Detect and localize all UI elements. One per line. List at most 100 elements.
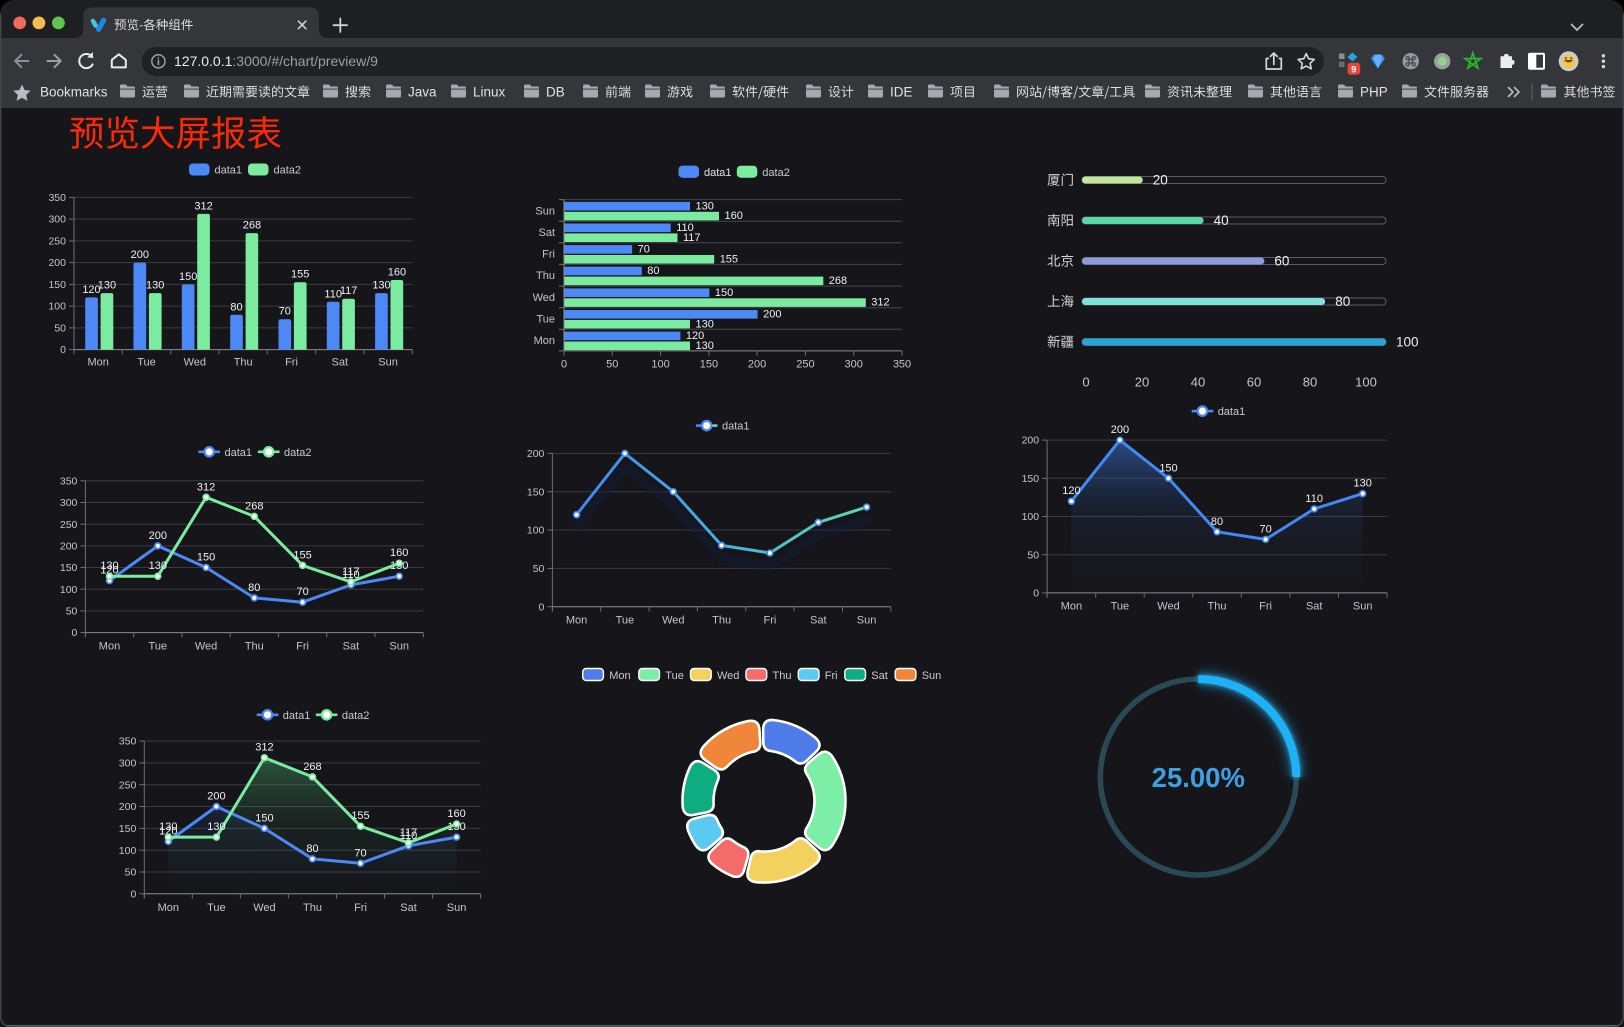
svg-text:350: 350 — [48, 192, 66, 204]
svg-text:150: 150 — [60, 562, 78, 574]
svg-text:Fri: Fri — [285, 357, 298, 369]
svg-text:70: 70 — [296, 586, 308, 598]
svg-text:155: 155 — [720, 253, 738, 265]
svg-text:350: 350 — [119, 736, 137, 748]
svg-text:Thu: Thu — [303, 902, 322, 914]
svg-text:50: 50 — [533, 563, 545, 575]
svg-text:Wed: Wed — [717, 670, 739, 682]
svg-text:9: 9 — [1351, 64, 1356, 75]
svg-text:Mon: Mon — [99, 641, 120, 653]
svg-text:200: 200 — [149, 530, 167, 542]
svg-text:Bookmarks: Bookmarks — [40, 85, 108, 100]
svg-text:130: 130 — [696, 318, 714, 330]
svg-text:60: 60 — [1274, 254, 1289, 269]
svg-text:Java: Java — [408, 85, 437, 100]
svg-text:120: 120 — [686, 330, 704, 342]
svg-text:200: 200 — [527, 448, 545, 460]
svg-text:130: 130 — [159, 821, 177, 833]
svg-text:0: 0 — [1033, 588, 1039, 600]
svg-text:100: 100 — [48, 301, 66, 313]
svg-text:data2: data2 — [342, 710, 370, 722]
svg-text:268: 268 — [245, 500, 263, 512]
svg-text:117: 117 — [342, 566, 360, 578]
svg-text:Tue: Tue — [207, 902, 226, 914]
svg-text:200: 200 — [763, 308, 781, 320]
svg-text:Mon: Mon — [158, 902, 179, 914]
svg-text:40: 40 — [1191, 374, 1205, 389]
svg-text:Wed: Wed — [253, 902, 275, 914]
svg-text:155: 155 — [291, 269, 309, 281]
svg-text:40: 40 — [1214, 213, 1229, 228]
svg-text:268: 268 — [303, 761, 321, 773]
svg-text:150: 150 — [715, 287, 733, 299]
svg-text:200: 200 — [119, 801, 137, 813]
svg-text:50: 50 — [54, 323, 66, 335]
svg-text:data1: data1 — [1218, 406, 1246, 418]
svg-text:300: 300 — [60, 497, 78, 509]
svg-text:200: 200 — [1022, 435, 1040, 447]
svg-text:150: 150 — [119, 823, 137, 835]
svg-text:150: 150 — [527, 486, 545, 498]
svg-text:Fri: Fri — [354, 902, 367, 914]
svg-text:155: 155 — [351, 810, 369, 822]
svg-text:Tue: Tue — [536, 314, 555, 326]
svg-text:Sat: Sat — [810, 615, 827, 627]
svg-text:150: 150 — [255, 812, 273, 824]
svg-text:150: 150 — [197, 552, 215, 564]
svg-text:110: 110 — [342, 569, 360, 581]
svg-text:117: 117 — [400, 827, 418, 839]
svg-text:Fri: Fri — [1259, 600, 1272, 612]
svg-text:Tue: Tue — [137, 357, 156, 369]
svg-text:300: 300 — [48, 214, 66, 226]
svg-text:80: 80 — [306, 843, 318, 855]
svg-text:DB: DB — [546, 85, 565, 100]
svg-text:Thu: Thu — [1208, 600, 1227, 612]
svg-text:150: 150 — [1159, 462, 1177, 474]
svg-text:Tue: Tue — [665, 670, 684, 682]
svg-text:200: 200 — [60, 541, 78, 553]
svg-text:80: 80 — [1211, 516, 1223, 528]
svg-text:350: 350 — [60, 475, 78, 487]
svg-text:150: 150 — [179, 271, 197, 283]
svg-text:Mon: Mon — [534, 335, 555, 347]
svg-text:Tue: Tue — [149, 641, 168, 653]
svg-text:PHP: PHP — [1360, 85, 1388, 100]
svg-text:Linux: Linux — [473, 85, 506, 100]
svg-text:20: 20 — [1135, 374, 1149, 389]
svg-text:130: 130 — [372, 280, 390, 292]
svg-text:Wed: Wed — [195, 641, 217, 653]
svg-text:80: 80 — [248, 582, 260, 594]
svg-text:Thu: Thu — [773, 670, 792, 682]
svg-text:268: 268 — [829, 275, 847, 287]
svg-text:110: 110 — [400, 830, 418, 842]
svg-text:Sun: Sun — [1353, 600, 1373, 612]
svg-text:130: 130 — [696, 200, 714, 212]
svg-text:data2: data2 — [274, 165, 302, 177]
svg-text:200: 200 — [207, 791, 225, 803]
svg-text:100: 100 — [527, 525, 545, 537]
svg-text:50: 50 — [606, 358, 618, 370]
svg-text:Wed: Wed — [1157, 600, 1179, 612]
svg-text:50: 50 — [1027, 549, 1039, 561]
svg-text:Wed: Wed — [662, 615, 684, 627]
svg-text:Wed: Wed — [184, 357, 206, 369]
svg-text:130: 130 — [100, 560, 118, 572]
svg-text:160: 160 — [388, 267, 406, 279]
svg-text:80: 80 — [647, 265, 659, 277]
svg-text:0: 0 — [60, 344, 66, 356]
svg-text:130: 130 — [149, 560, 167, 572]
svg-text:Sat: Sat — [871, 670, 888, 682]
svg-text:100: 100 — [1355, 374, 1377, 389]
svg-text:20: 20 — [1153, 173, 1168, 188]
svg-text:250: 250 — [60, 519, 78, 531]
svg-text:110: 110 — [324, 288, 342, 300]
svg-text:150: 150 — [1022, 473, 1040, 485]
svg-text:Fri: Fri — [825, 670, 838, 682]
svg-text:130: 130 — [207, 821, 225, 833]
svg-text:Mon: Mon — [87, 357, 108, 369]
svg-text:Sat: Sat — [332, 357, 349, 369]
svg-text:Sun: Sun — [922, 670, 942, 682]
svg-text:150: 150 — [48, 279, 66, 291]
svg-text:Sat: Sat — [538, 227, 555, 239]
svg-text:Mon: Mon — [1061, 600, 1082, 612]
